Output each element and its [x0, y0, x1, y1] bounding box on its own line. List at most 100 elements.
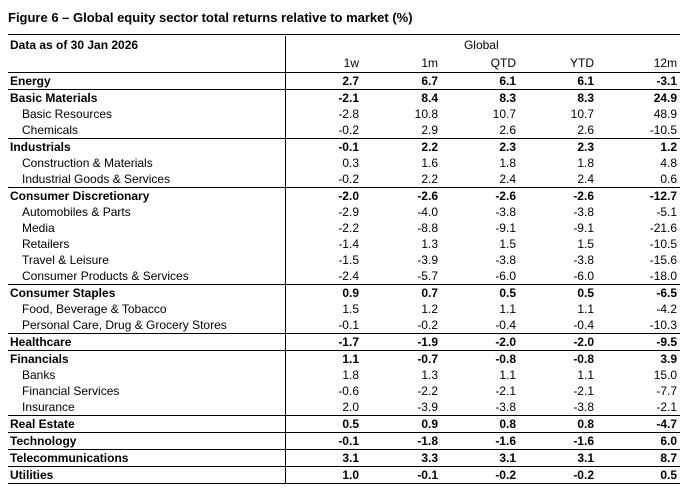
- value-cell: -0.1: [285, 138, 362, 155]
- value-cell: -2.0: [441, 333, 519, 351]
- subsector-row: Automobiles & Parts -2.9 -4.0 -3.8 -3.8 -5.1: [8, 204, 680, 220]
- value-cell: -0.1: [285, 432, 362, 450]
- value-cell: -0.1: [338, 318, 359, 332]
- value-cell: 4.8: [660, 156, 678, 170]
- column-header: 12m: [597, 54, 681, 73]
- sector-row-name: Telecommunications: [8, 449, 286, 467]
- sector-row: Healthcare -1.7 -1.9 -2.0 -2.0 -9.5: [8, 333, 681, 351]
- value-cell: 15.0: [653, 368, 678, 382]
- value-cell: 24.9: [597, 89, 681, 106]
- value-cell: 1.8: [342, 368, 359, 382]
- value-cell: 2.3: [519, 138, 597, 155]
- value-cell: -0.7: [362, 350, 441, 367]
- value-cell: -1.9: [362, 333, 441, 351]
- sector-row: Real Estate 0.5 0.9 0.8 0.8 -4.7: [8, 415, 681, 433]
- sector-row-name: Basic Materials: [8, 89, 286, 106]
- value-cell: -3.9: [417, 400, 438, 414]
- header-row: Data as of 30 Jan 2026 Global: [8, 36, 680, 54]
- subsector-row-name: Media: [8, 220, 286, 236]
- value-cell: -0.2: [417, 318, 438, 332]
- value-cell: -1.4: [338, 237, 359, 251]
- column-header-row: 1w 1m QTD YTD 12m: [8, 54, 681, 73]
- value-cell: -15.6: [649, 253, 678, 267]
- value-cell: -8.8: [417, 221, 438, 235]
- value-cell: 2.4: [499, 172, 516, 186]
- value-cell: 1.3: [421, 368, 438, 382]
- column-header: 1w: [285, 54, 362, 73]
- value-cell: -9.5: [597, 333, 681, 351]
- value-cell: -2.1: [656, 400, 678, 414]
- subsector-row: Chemicals -0.2 2.9 2.6 2.6 -10.5: [8, 122, 680, 139]
- subsector-row-name: Automobiles & Parts: [8, 204, 286, 220]
- table-body: Data as of 30 Jan 2026 Global 1w 1m QTD YTD…: [8, 36, 681, 484]
- value-cell: -0.2: [441, 466, 519, 484]
- subsector-row: Retailers -1.4 1.3 1.5 1.5 -10.5: [8, 236, 680, 252]
- value-cell: -4.7: [597, 415, 681, 433]
- sector-row: Basic Materials -2.1 8.4 8.3 8.3 24.9: [8, 89, 681, 106]
- value-cell: 0.8: [441, 415, 519, 433]
- value-cell: 6.0: [597, 432, 681, 450]
- blank-cell: [8, 54, 286, 73]
- region: Global: [463, 38, 499, 52]
- value-cell: 48.9: [653, 107, 678, 121]
- value-cell: 2.2: [421, 172, 438, 186]
- value-cell: 8.7: [597, 449, 681, 467]
- subsector-row: Consumer Products & Services -2.4 -5.7 -6.0…: [8, 268, 680, 285]
- value-cell: -10.5: [649, 123, 678, 137]
- value-cell: -10.3: [649, 318, 678, 332]
- value-cell: 8.3: [519, 89, 597, 106]
- value-cell: 1.5: [577, 237, 594, 251]
- subsector-row-name: Insurance: [8, 399, 286, 416]
- value-cell: -3.1: [597, 72, 681, 90]
- sector-row-name: Industrials: [8, 138, 286, 155]
- sector-row: Energy 2.7 6.7 6.1 6.1 -3.1: [8, 72, 681, 90]
- value-cell: 1.1: [577, 368, 594, 382]
- value-cell: -3.8: [573, 205, 594, 219]
- value-cell: 0.7: [362, 284, 441, 301]
- value-cell: -1.7: [285, 333, 362, 351]
- subsector-row: Insurance 2.0 -3.9 -3.8 -3.8 -2.1: [8, 399, 680, 416]
- sector-row-name: Healthcare: [8, 333, 286, 351]
- value-cell: 10.8: [414, 107, 438, 121]
- as-of: Data as of 30 Jan 2026: [8, 36, 286, 54]
- column-header: 1m: [362, 54, 441, 73]
- value-cell: 0.9: [285, 284, 362, 301]
- value-cell: 2.6: [499, 123, 516, 137]
- value-cell: -5.1: [656, 205, 678, 219]
- subsector-row-name: Consumer Products & Services: [8, 268, 286, 285]
- sector-row-name: Energy: [8, 72, 286, 90]
- value-cell: -3.8: [495, 400, 516, 414]
- value-cell: -2.2: [338, 221, 359, 235]
- value-cell: -2.0: [519, 333, 597, 351]
- subsector-row-name: Travel & Leisure: [8, 252, 286, 268]
- value-cell: 0.5: [285, 415, 362, 433]
- sector-row-name: Utilities: [8, 466, 286, 484]
- subsector-row-name: Construction & Materials: [8, 155, 286, 171]
- value-cell: 10.7: [492, 107, 516, 121]
- column-header: YTD: [519, 54, 597, 73]
- subsector-row-name: Personal Care, Drug & Grocery Stores: [8, 317, 286, 334]
- value-cell: -0.2: [519, 466, 597, 484]
- value-cell: -18.0: [649, 269, 678, 283]
- subsector-row-name: Food, Beverage & Tobacco: [8, 301, 286, 317]
- value-cell: -10.5: [649, 237, 678, 251]
- value-cell: -0.4: [573, 318, 594, 332]
- value-cell: -2.1: [573, 384, 594, 398]
- value-cell: -5.7: [417, 269, 438, 283]
- value-cell: -0.6: [338, 384, 359, 398]
- subsector-row-name: Banks: [8, 367, 286, 383]
- value-cell: 1.1: [285, 350, 362, 367]
- value-cell: -2.1: [495, 384, 516, 398]
- subsector-row-name: Retailers: [8, 236, 286, 252]
- value-cell: -0.4: [495, 318, 516, 332]
- value-cell: -4.2: [656, 302, 678, 316]
- subsector-row: Construction & Materials 0.3 1.6 1.8 1.8 4.8: [8, 155, 680, 171]
- value-cell: -3.9: [417, 253, 438, 267]
- subsector-row: Food, Beverage & Tobacco 1.5 1.2 1.1 1.1 -4.2: [8, 301, 680, 317]
- value-cell: 1.8: [499, 156, 516, 170]
- value-cell: -0.2: [338, 172, 359, 186]
- value-cell: -6.5: [597, 284, 681, 301]
- value-cell: -2.2: [417, 384, 438, 398]
- value-cell: 2.9: [421, 123, 438, 137]
- value-cell: 0.5: [441, 284, 519, 301]
